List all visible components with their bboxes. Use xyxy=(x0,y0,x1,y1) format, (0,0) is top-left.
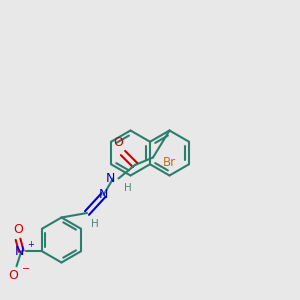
Text: N: N xyxy=(15,245,24,258)
Text: O: O xyxy=(9,269,19,282)
Text: −: − xyxy=(22,264,30,274)
Text: N: N xyxy=(106,172,116,185)
Text: N: N xyxy=(99,188,108,202)
Text: +: + xyxy=(27,240,34,249)
Text: Br: Br xyxy=(163,156,176,169)
Text: H: H xyxy=(124,183,132,193)
Text: O: O xyxy=(114,136,123,148)
Text: O: O xyxy=(13,223,23,236)
Text: H: H xyxy=(92,219,99,229)
